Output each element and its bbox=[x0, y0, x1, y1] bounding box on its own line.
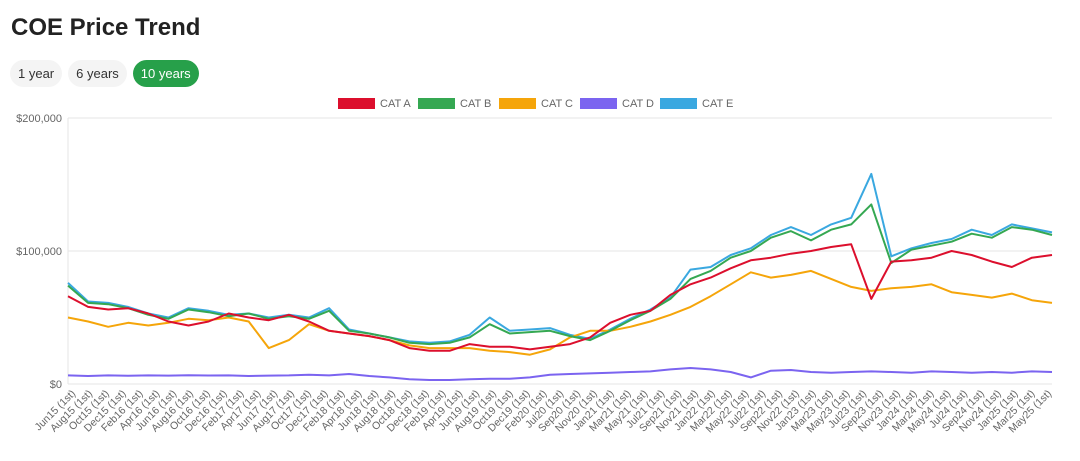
series-line-cat-d bbox=[67, 367, 1053, 381]
legend-swatch-cat-a bbox=[338, 98, 375, 109]
legend-swatch-cat-c bbox=[499, 98, 536, 109]
series-line-cat-e bbox=[67, 172, 1053, 344]
legend-label-cat-e: CAT E bbox=[702, 98, 733, 110]
series-line-cat-b bbox=[67, 203, 1053, 346]
range-tab-1-year[interactable]: 1 year bbox=[10, 60, 63, 87]
y-tick-label: $0 bbox=[50, 379, 62, 391]
page-title: COE Price Trend bbox=[11, 14, 201, 41]
y-tick-label: $200,000 bbox=[16, 113, 62, 125]
legend-label-cat-c: CAT C bbox=[541, 98, 573, 110]
range-tab-10-years[interactable]: 10 years bbox=[132, 60, 199, 87]
legend-swatch-cat-e bbox=[660, 98, 697, 109]
legend-label-cat-b: CAT B bbox=[460, 98, 491, 110]
legend-swatch-cat-d bbox=[580, 98, 617, 109]
legend-label-cat-a: CAT A bbox=[380, 98, 411, 110]
y-tick-label: $100,000 bbox=[16, 246, 62, 258]
range-tab-6-years[interactable]: 6 years bbox=[68, 60, 127, 87]
series-line-cat-c bbox=[67, 269, 1053, 356]
legend-swatch-cat-b bbox=[418, 98, 455, 109]
legend-label-cat-d: CAT D bbox=[622, 98, 654, 110]
range-tabs: 1 year 6 years 10 years bbox=[10, 60, 199, 87]
series-line-cat-a bbox=[67, 243, 1053, 352]
